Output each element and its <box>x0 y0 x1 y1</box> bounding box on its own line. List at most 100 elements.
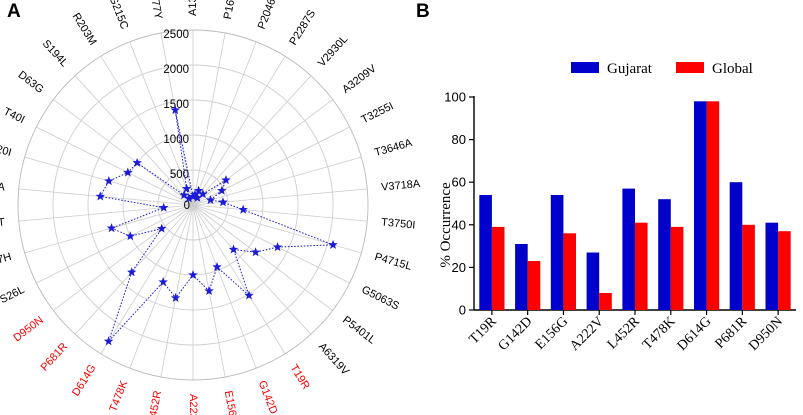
x-tick-label-e156g: E156G <box>533 314 572 353</box>
legend-swatch-gujarat <box>571 62 599 73</box>
radar-chart-panel: A 500 1000 1500 2000 2500 0 A1306S P1640L P2046… <box>0 0 421 415</box>
radar-point-p1640l <box>190 189 200 199</box>
radar-label-p2046l: P2046L <box>256 0 281 31</box>
radar-point-g142d <box>212 262 222 272</box>
bar-gujarat-p681r <box>729 182 743 310</box>
radar-label-d614g: D614G <box>70 363 99 399</box>
radar-ring-labels: 500 1000 1500 2000 2500 0 <box>163 29 190 212</box>
radar-point-d63g <box>132 157 142 167</box>
radar-spoke-t40i <box>36 126 194 206</box>
radar-point-t3646a <box>205 195 216 205</box>
bar-global-d614g <box>706 101 720 310</box>
radar-point-v2930l <box>198 189 208 199</box>
radar-label-e156g: E156G <box>222 390 240 415</box>
radar-spoke-g5063s <box>192 204 350 284</box>
radar-label-s26l: S26L <box>0 284 26 306</box>
radar-ring-3 <box>87 99 299 311</box>
radar-grid <box>17 29 369 381</box>
x-tick-label-l452r: L452R <box>605 314 644 353</box>
radar-point-g5063s <box>272 242 283 252</box>
x-tick-label-p681r: P681R <box>713 314 751 352</box>
y-axis-title: % Occurrence <box>438 182 454 268</box>
radar-series <box>95 105 338 346</box>
radar-label-s194l: S194L <box>40 38 70 70</box>
radar-label-i82t: I82T <box>0 216 6 230</box>
radar-label-t478k: T478K <box>107 378 130 413</box>
bars <box>479 101 791 310</box>
radar-point-v82a <box>95 191 106 201</box>
radar-point-t19r <box>244 290 254 300</box>
radar-point-t120i <box>104 176 114 186</box>
y-tick-label-80: 80 <box>452 132 466 147</box>
radar-label-d377y: D377Y <box>146 0 164 21</box>
radar-point-d377y <box>170 105 181 115</box>
bar-chart-panel: B Gujarat Global % Occurrence 0 20 40 60 80 1… <box>416 1 796 354</box>
radar-label-a1306s: A1306S <box>187 0 199 16</box>
radar-spoke-a6319v <box>192 204 312 335</box>
radar-label-p1640l: P1640L <box>222 0 241 20</box>
radar-spoke-g215c <box>129 41 194 206</box>
radar-point-g215c <box>181 183 192 193</box>
radar-ring-4 <box>52 64 334 346</box>
radar-point-q57h <box>106 223 117 233</box>
radar-label-p681r: P681R <box>39 341 71 374</box>
radar-label-l452r: L452R <box>146 390 164 415</box>
radar-point-t478k <box>158 277 168 287</box>
radar-ring-label-2000: 2000 <box>163 64 189 76</box>
bar-global-t478k <box>670 226 684 310</box>
bar-global-e156g <box>563 233 576 310</box>
y-tick-label-100: 100 <box>444 90 466 105</box>
radar-point-a3209v <box>221 175 231 185</box>
radar-point-t3255i <box>217 185 227 195</box>
radar-spoke-t3750i <box>192 204 368 222</box>
legend-swatch-global <box>676 62 704 73</box>
radar-point-s194l <box>179 190 189 200</box>
radar-point-r203m <box>184 193 194 203</box>
bar-global-t19r <box>491 226 505 310</box>
bar-gujarat-e156g <box>550 195 564 310</box>
radar-label-v2930l: V2930L <box>316 33 350 69</box>
radar-spoke-l452r <box>160 204 194 378</box>
radar-spoke-q57h <box>24 204 194 254</box>
bar-global-g142d <box>527 261 541 310</box>
legend: Gujarat Global <box>571 61 753 77</box>
radar-point-s26l <box>125 231 136 241</box>
x-tick-label-t19r: T19R <box>467 314 501 348</box>
radar-spoke-d63g <box>53 99 194 206</box>
radar-point-a6319v <box>228 244 239 254</box>
radar-point-e156g <box>204 286 214 296</box>
radar-label-d63g: D63G <box>16 69 46 96</box>
bar-global-d950n <box>778 231 791 310</box>
radar-ring-1 <box>157 169 229 241</box>
x-tick-label-d614g: D614G <box>675 314 715 354</box>
radar-point-p4715l <box>328 239 338 249</box>
radar-label-g215c: G215C <box>107 0 131 31</box>
radar-point-i82t <box>158 202 169 212</box>
radar-spoke-d950n <box>53 204 194 311</box>
radar-spoke-v2930l <box>192 75 312 206</box>
radar-point-d614g <box>103 336 114 346</box>
bar-gujarat-a222v <box>586 252 600 310</box>
radar-label-t3255i: T3255I <box>360 100 396 126</box>
radar-spoke-d614g <box>100 204 194 354</box>
bar-global-a222v <box>599 293 612 310</box>
radar-label-t40i: T40I <box>1 106 26 127</box>
x-tick-label-d950n: D950N <box>746 314 786 354</box>
radar-ring-label-1500: 1500 <box>163 99 189 111</box>
radar-spoke-a3209v <box>192 99 333 206</box>
radar-point-a222v <box>188 270 198 280</box>
radar-ring-label-1000: 1000 <box>163 134 189 146</box>
radar-point-d950n <box>156 223 167 233</box>
radar-spoke-p5401l <box>192 204 333 311</box>
radar-spoke-t3646a <box>192 156 362 206</box>
radar-spoke-t478k <box>129 204 194 369</box>
y-tick-label-60: 60 <box>452 175 466 190</box>
bar-global-l452r <box>635 222 648 310</box>
x-tick-label-g142d: G142D <box>496 314 536 354</box>
radar-label-g5063s: G5063S <box>360 284 401 313</box>
radar-label-a222v: A222V <box>187 394 199 415</box>
radar-label-g142d: G142D <box>256 379 280 415</box>
legend-label-gujarat: Gujarat <box>607 61 653 77</box>
y-tick-label-20: 20 <box>452 260 466 275</box>
